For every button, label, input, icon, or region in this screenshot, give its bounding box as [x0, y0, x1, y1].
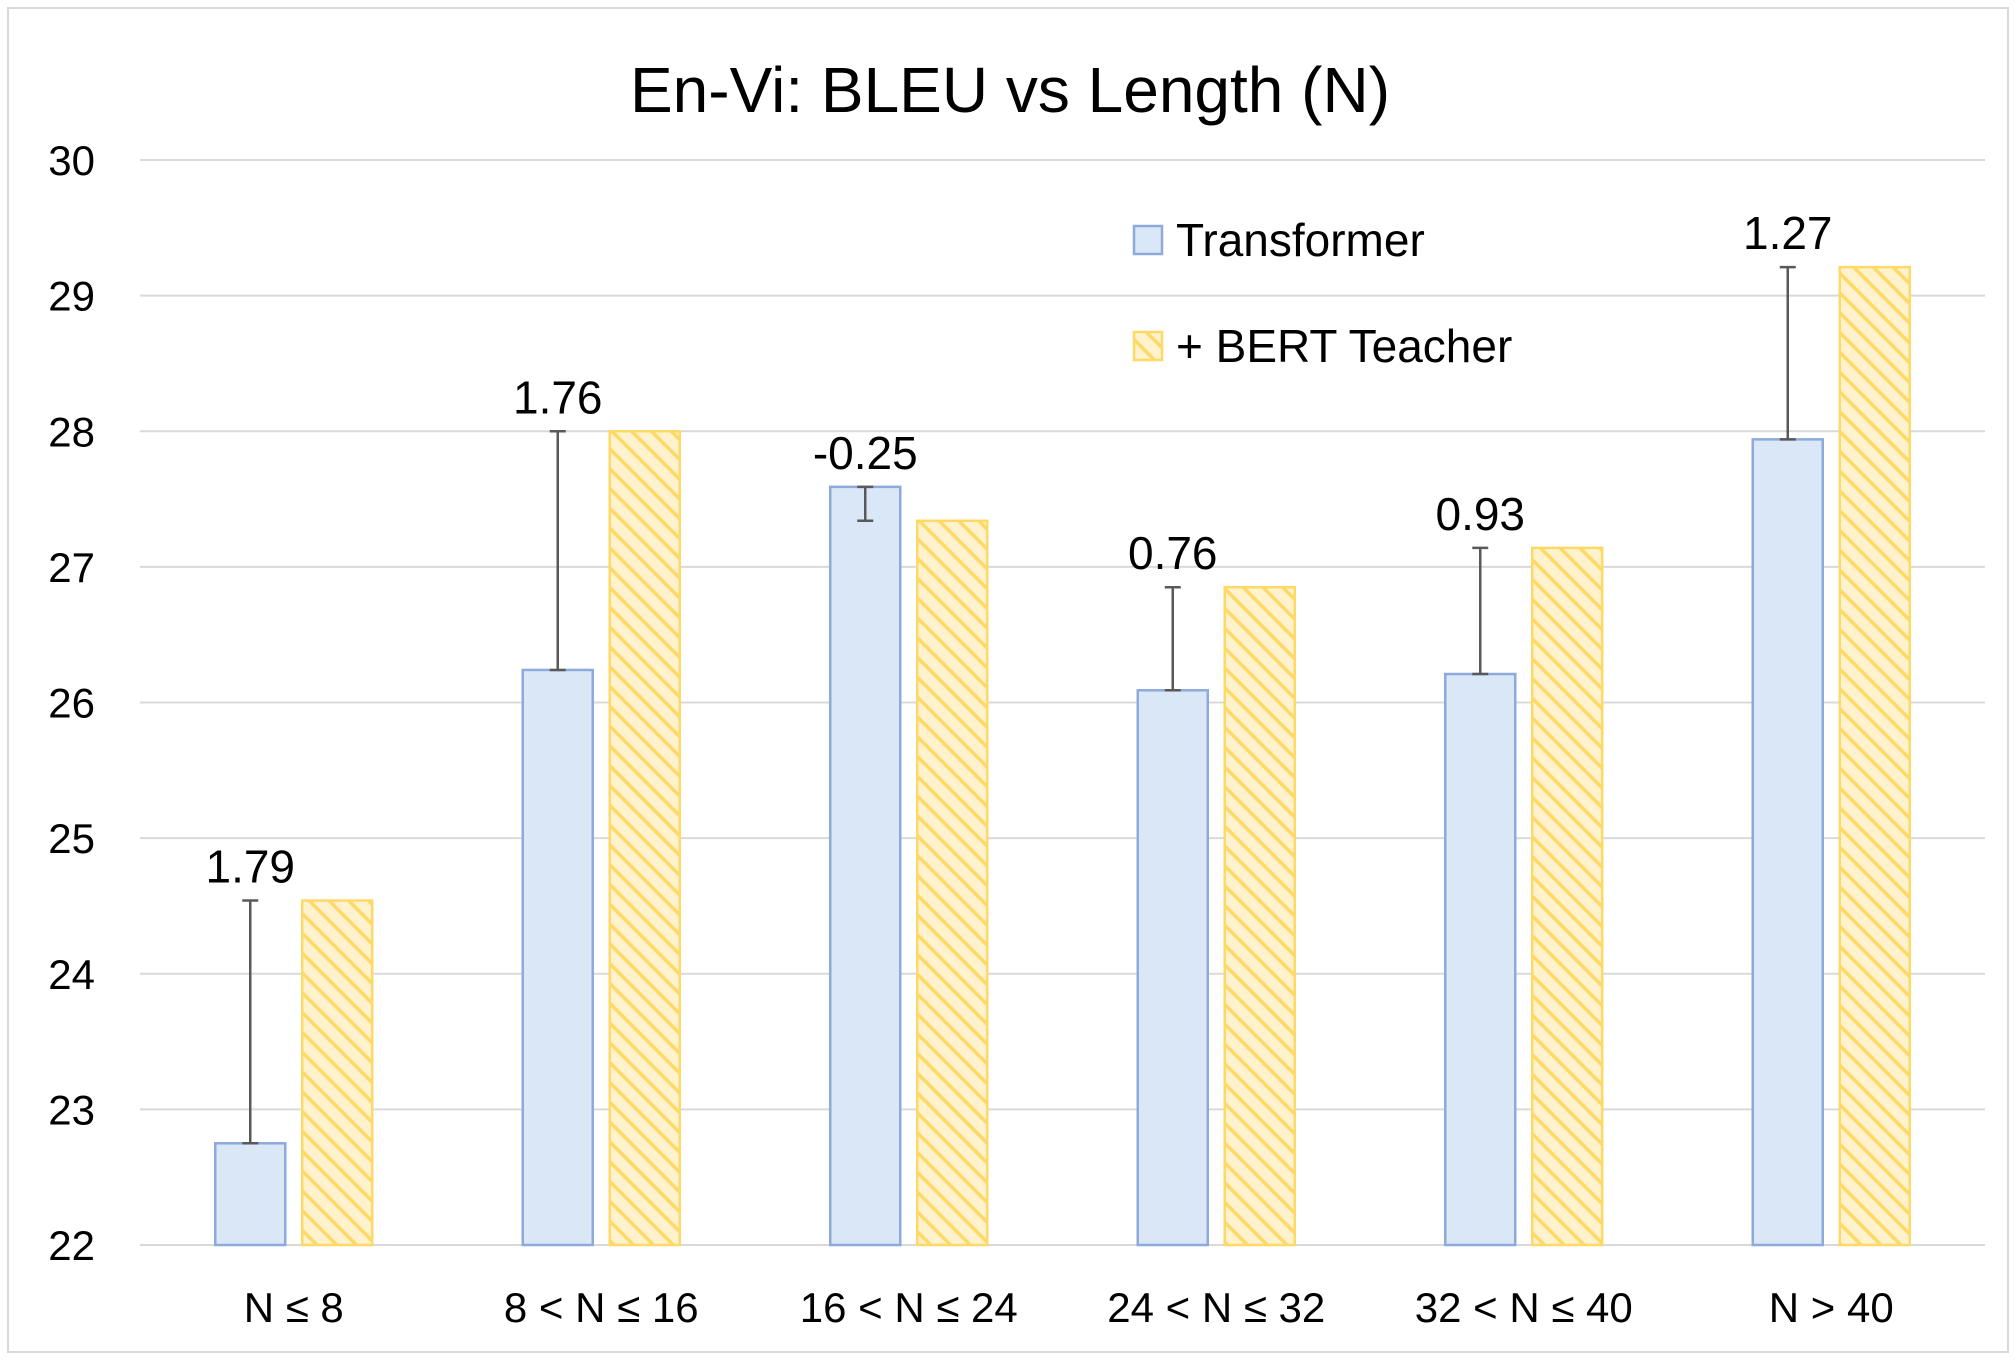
chart-title: En-Vi: BLEU vs Length (N)	[630, 54, 1390, 126]
data-labels: 1.79 1.76 -0.25 0.76 0.93 1.27	[205, 207, 1832, 892]
x-tick-label: 8 < N ≤ 16	[504, 1284, 699, 1331]
y-tick-label: 24	[48, 951, 95, 998]
bar-bert-teacher	[1531, 546, 1604, 1247]
difference-label: 1.79	[205, 841, 295, 893]
bar-transformer	[1444, 672, 1517, 1247]
x-tick-label: N > 40	[1769, 1284, 1894, 1331]
bar-bert-teacher	[1223, 585, 1296, 1247]
difference-label: -0.25	[813, 427, 918, 479]
bar-transformer	[829, 485, 902, 1247]
gridlines	[140, 159, 1985, 1246]
x-axis-ticks: N ≤ 8 8 < N ≤ 16 16 < N ≤ 24 24 < N ≤ 32 32 …	[244, 1284, 1894, 1331]
y-tick-label: 22	[48, 1222, 95, 1269]
bar-bert-teacher	[301, 899, 374, 1247]
legend-swatch-bert-teacher	[1132, 330, 1164, 362]
y-tick-label: 27	[48, 544, 95, 591]
difference-label: 0.93	[1435, 488, 1525, 540]
bar-bert-teacher	[608, 430, 681, 1247]
x-tick-label: 24 < N ≤ 32	[1107, 1284, 1325, 1331]
legend-label-bert-teacher: + BERT Teacher	[1176, 320, 1512, 372]
legend: Transformer + BERT Teacher	[1132, 214, 1512, 372]
legend-swatch-transformer	[1132, 224, 1164, 256]
y-axis-ticks: 22 23 24 25 26 27 28 29 30	[48, 137, 95, 1269]
bar-transformer	[521, 668, 594, 1247]
x-tick-label: 16 < N ≤ 24	[800, 1284, 1018, 1331]
x-tick-label: 32 < N ≤ 40	[1415, 1284, 1633, 1331]
difference-label: 1.76	[513, 371, 603, 423]
y-tick-label: 23	[48, 1086, 95, 1133]
bars	[214, 265, 1911, 1247]
error-bars	[242, 265, 1796, 1145]
bar-transformer	[1751, 438, 1824, 1247]
y-tick-label: 25	[48, 815, 95, 862]
bar-bert-teacher	[1838, 265, 1911, 1247]
difference-label: 0.76	[1128, 527, 1218, 579]
bar-bert-teacher	[916, 519, 989, 1247]
y-tick-label: 28	[48, 408, 95, 455]
bar-transformer	[214, 1142, 287, 1247]
y-tick-label: 26	[48, 680, 95, 727]
legend-label-transformer: Transformer	[1176, 214, 1425, 266]
x-tick-label: N ≤ 8	[244, 1284, 344, 1331]
y-tick-label: 29	[48, 273, 95, 320]
bar-transformer	[1136, 689, 1209, 1247]
y-tick-label: 30	[48, 137, 95, 184]
difference-label: 1.27	[1743, 207, 1833, 259]
